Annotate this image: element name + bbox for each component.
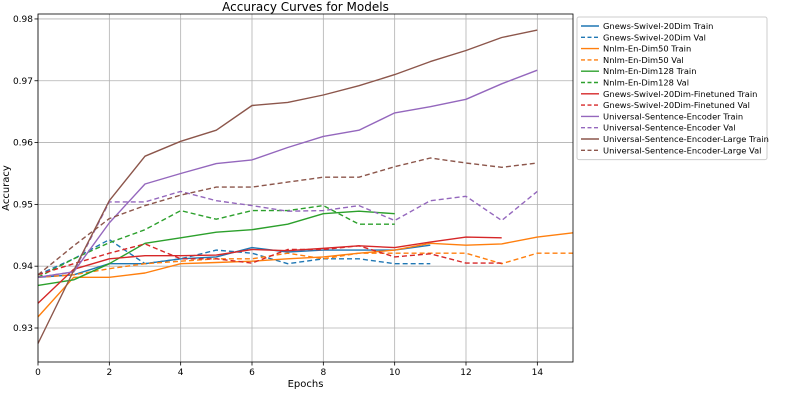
series-line-4 [37, 210, 395, 287]
x-tick-label: 6 [249, 368, 255, 378]
y-tick-label: 0.97 [13, 77, 33, 87]
series-line-6 [37, 236, 502, 304]
plot-frame [37, 13, 574, 363]
series-layer [37, 29, 574, 344]
y-axis-label: Accuracy [1, 165, 12, 211]
legend: Gnews-Swivel-20Dim TrainGnews-Swivel-20D… [576, 16, 769, 161]
series-line-2 [37, 232, 574, 318]
legend-label-11: Universal-Sentence-Encoder-Large Val [603, 145, 761, 155]
x-tick-label: 12 [460, 368, 471, 378]
legend-label-9: Universal-Sentence-Encoder Val [603, 123, 736, 133]
series-line-8 [37, 69, 538, 278]
chart-title: Accuracy Curves for Models [222, 0, 389, 14]
legend-label-5: Nnlm-En-Dim128 Val [603, 78, 689, 88]
series-line-10 [37, 29, 538, 344]
series-line-5 [37, 204, 395, 278]
y-tick-label: 0.93 [13, 324, 33, 334]
legend-label-2: Nnlm-En-Dim50 Train [603, 44, 691, 54]
x-tick-label: 10 [389, 368, 401, 378]
y-tick-label: 0.94 [13, 262, 33, 272]
x-tick-label: 8 [320, 368, 326, 378]
series-line-1 [37, 238, 431, 276]
x-axis-label: Epochs [288, 379, 324, 390]
legend-box [576, 16, 768, 161]
y-tick-label: 0.96 [13, 139, 33, 149]
series-line-11 [37, 157, 538, 276]
series-line-3 [37, 252, 573, 278]
y-tick-label: 0.98 [13, 15, 33, 25]
x-tick-label: 0 [35, 368, 41, 378]
legend-label-4: Nnlm-En-Dim128 Train [603, 66, 697, 76]
legend-label-0: Gnews-Swivel-20Dim Train [603, 21, 713, 31]
legend-label-6: Gnews-Swivel-20Dim-Finetuned Train [603, 89, 757, 99]
x-tick-label: 2 [106, 368, 112, 378]
legend-label-8: Universal-Sentence-Encoder Train [603, 111, 743, 121]
x-tick-label: 4 [178, 368, 184, 378]
y-tick-label: 0.95 [13, 200, 33, 210]
series-line-7 [37, 243, 502, 276]
legend-label-7: Gnews-Swivel-20Dim-Finetuned Val [603, 100, 750, 110]
tick-layer: 0 2 4 6 8 10 12 14 0.93 0.94 0.95 0.96 0.97 0.98 [13, 15, 543, 378]
series-line-9 [37, 190, 538, 278]
legend-label-10: Universal-Sentence-Encoder-Large Train [603, 134, 769, 144]
legend-label-1: Gnews-Swivel-20Dim Val [603, 32, 706, 42]
x-tick-label: 14 [532, 368, 544, 378]
legend-label-3: Nnlm-En-Dim50 Val [603, 55, 684, 65]
grid-layer [37, 14, 573, 362]
